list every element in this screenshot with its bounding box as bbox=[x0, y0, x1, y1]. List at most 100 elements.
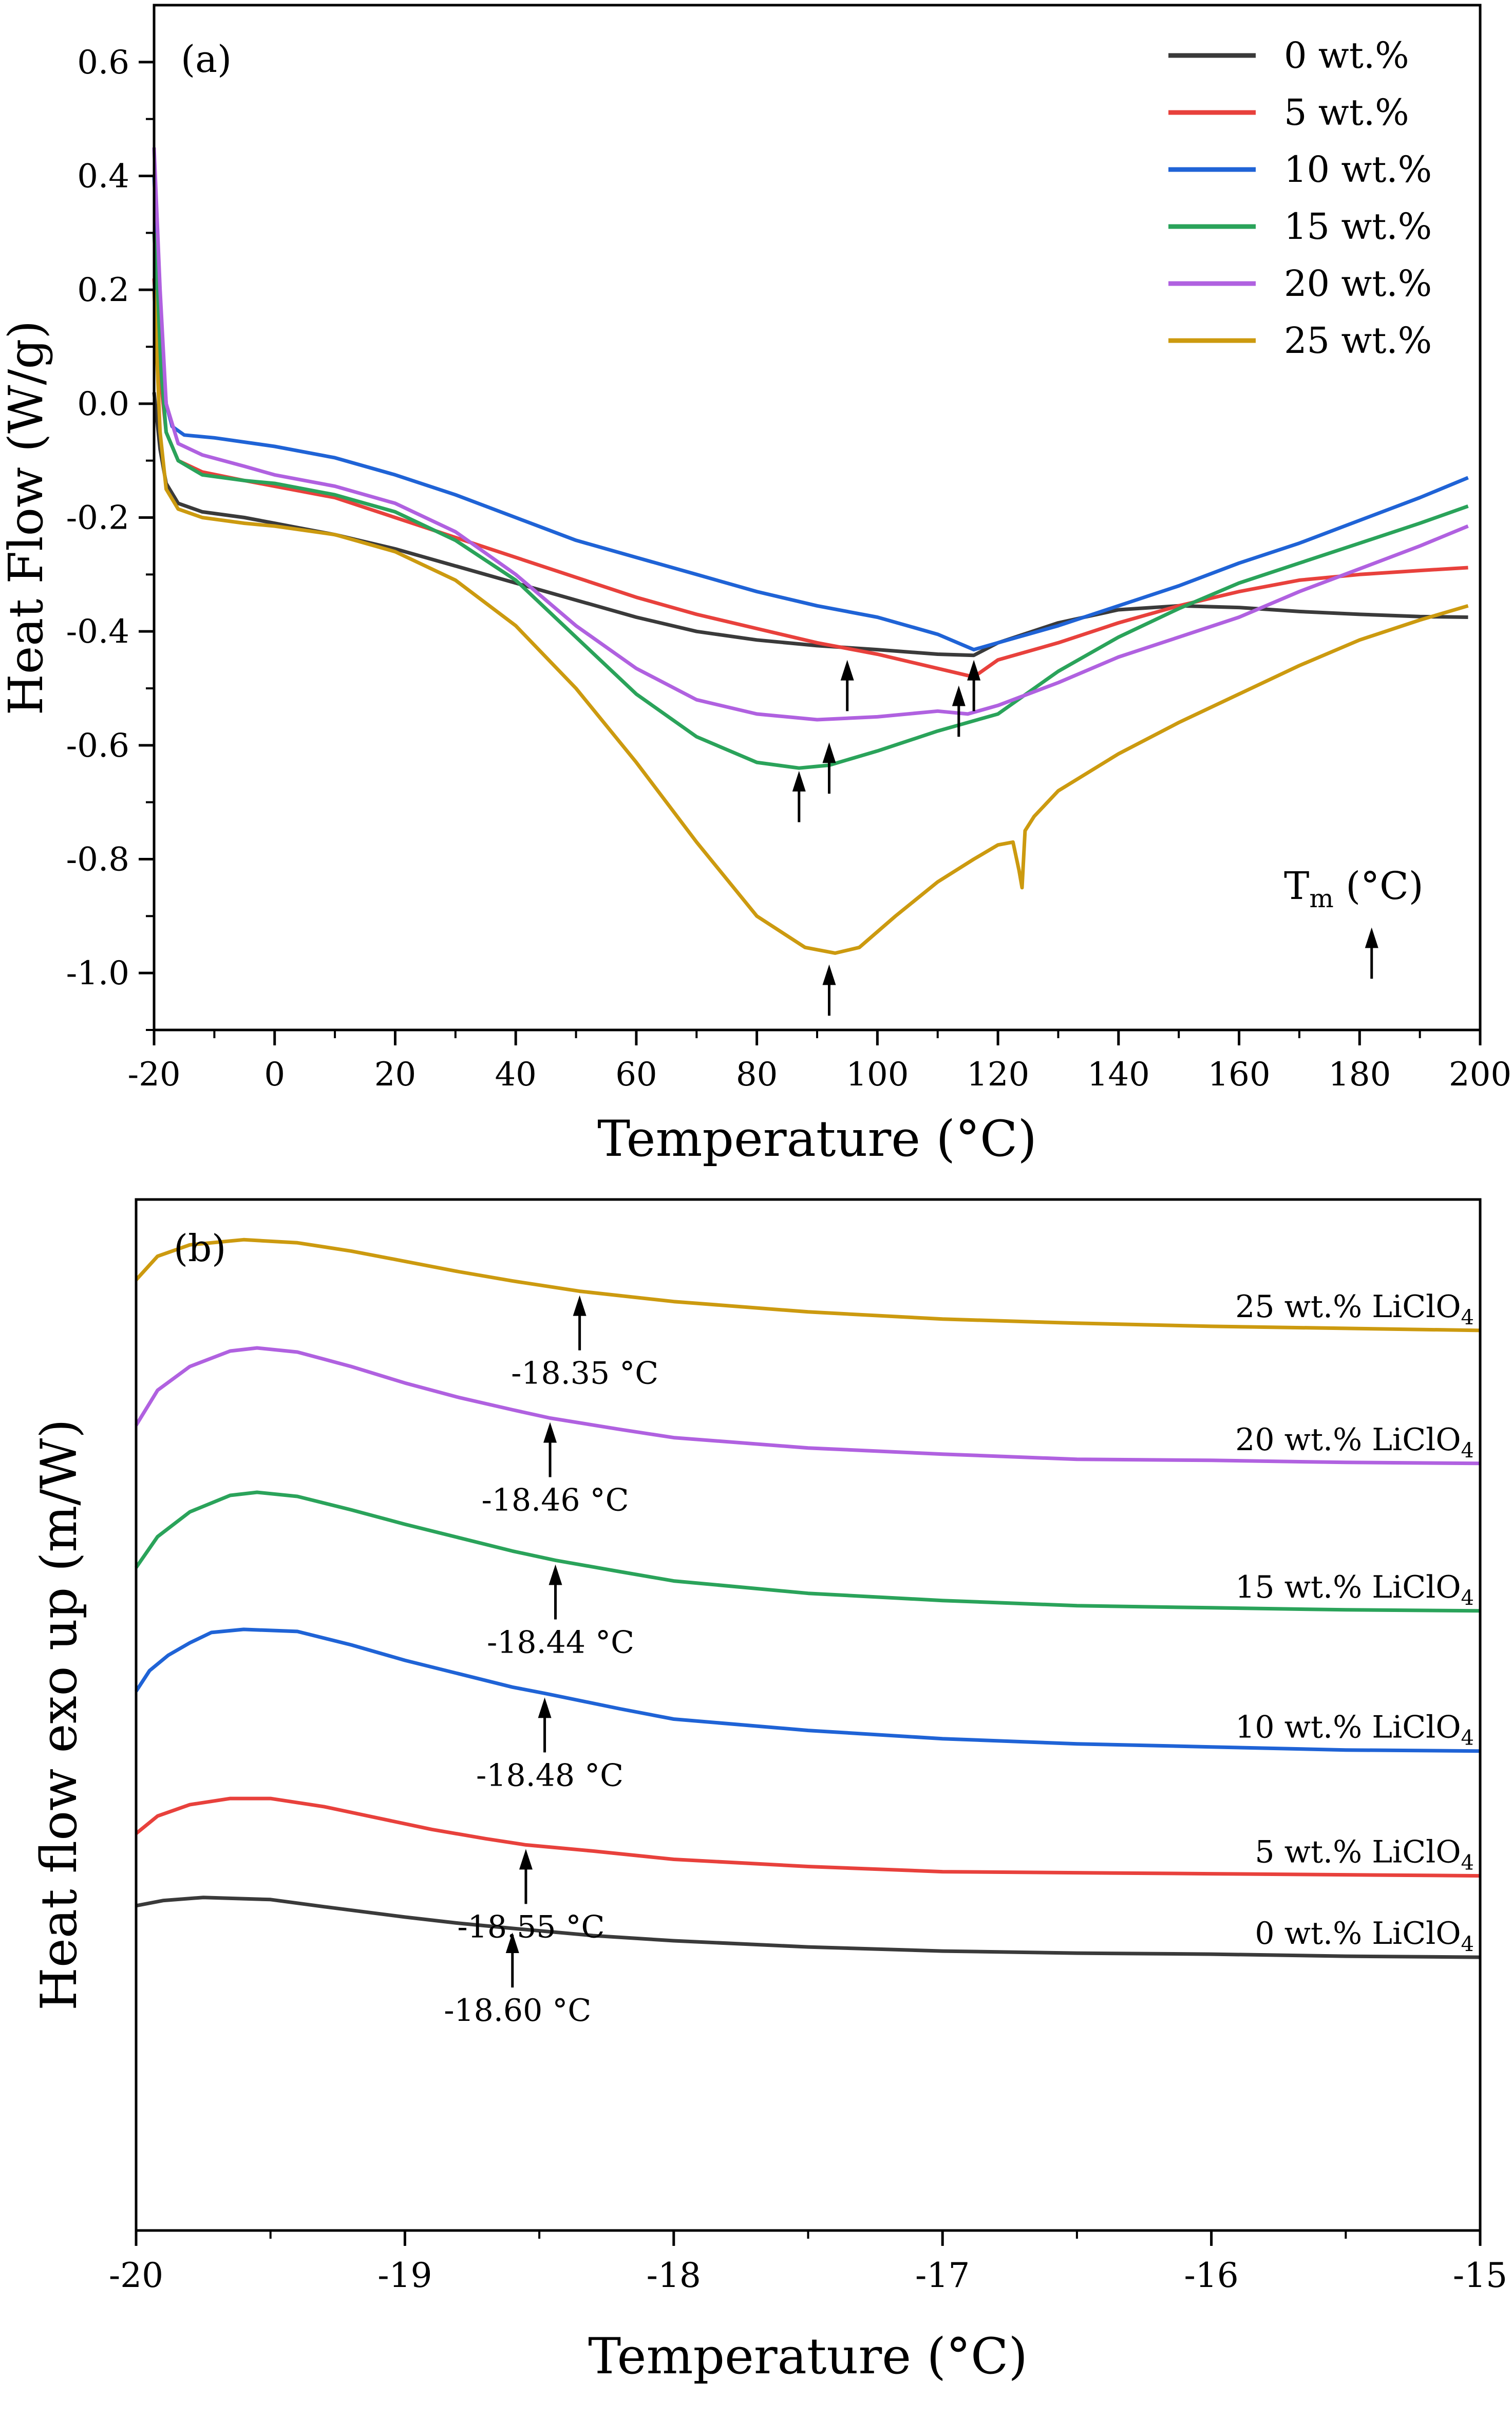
tm-annotation: Tm (°C) bbox=[1284, 864, 1424, 913]
panel-a-y-tick-label: 0.0 bbox=[77, 385, 129, 423]
panel-b-series-label-subscript: 4 bbox=[1461, 1727, 1474, 1750]
panel-b-series-line-5 bbox=[136, 1896, 1481, 1959]
panel-a-peak-arrow-5 bbox=[822, 964, 836, 1016]
panel-b-series-line-0 bbox=[135, 1237, 1481, 1333]
panel-a-y-axis-label: Heat Flow (W/g) bbox=[0, 321, 53, 716]
panel-b-x-tick-label: -20 bbox=[109, 2256, 163, 2295]
tm-annotation-subscript: m bbox=[1309, 884, 1333, 913]
panel-b-label: (b) bbox=[174, 1227, 226, 1270]
panel-b-series-label-subscript: 4 bbox=[1461, 1586, 1474, 1610]
panel-b-x-tick-label: -19 bbox=[377, 2256, 432, 2295]
panel-b-x-tick-label: -16 bbox=[1184, 2256, 1238, 2295]
panel-a-y-tick-label: -0.6 bbox=[66, 727, 129, 765]
panel-a-x-tick-label: 100 bbox=[846, 1056, 909, 1094]
panel-b-series-label-text: 15 wt.% LiClO bbox=[1235, 1569, 1461, 1605]
panel-b-series-label-text: 10 wt.% LiClO bbox=[1235, 1710, 1461, 1746]
panel-b-glass-transition-arrow bbox=[505, 1932, 519, 1987]
panel-a-legend-label: 20 wt.% bbox=[1284, 262, 1432, 305]
tm-arrow bbox=[1365, 927, 1378, 979]
panel-a-legend: 0 wt.% 5 wt.% 10 wt.% 15 wt.% 20 wt.% 25 wt.% bbox=[1168, 34, 1432, 362]
panel-b-x-tick-label: -17 bbox=[915, 2256, 970, 2295]
panel-a-x-tick-label: 160 bbox=[1207, 1056, 1270, 1094]
panel-a-x-tick-label: 60 bbox=[615, 1056, 657, 1094]
panel-b-series-line-1 bbox=[135, 1346, 1481, 1466]
panel-a-legend-entry: 25 wt.% bbox=[1168, 320, 1432, 362]
panel-b-series-label: 10 wt.% LiClO4 bbox=[1235, 1710, 1474, 1750]
panel-b-glass-transition-label: -18.48 °C bbox=[476, 1757, 623, 1793]
panel-a-peak-arrow-3 bbox=[792, 771, 806, 822]
panel-b-series-label-text: 20 wt.% LiClO bbox=[1235, 1422, 1461, 1458]
panel-b-series-label-text: 0 wt.% LiClO bbox=[1255, 1916, 1461, 1952]
panel-a-x-tick-label: 120 bbox=[967, 1056, 1029, 1094]
panel-b-series-label-subscript: 4 bbox=[1461, 1933, 1474, 1956]
panel-a-legend-entry: 15 wt.% bbox=[1168, 205, 1432, 248]
panel-b-temperature-annotations: 25 wt.% LiClO4-18.35 °C20 wt.% LiClO4-18… bbox=[444, 1289, 1474, 2029]
panel-a-legend-label: 0 wt.% bbox=[1284, 34, 1409, 77]
panel-b-series-label-subscript: 4 bbox=[1461, 1439, 1474, 1462]
panel-a-x-tick-label: 140 bbox=[1087, 1056, 1150, 1094]
panel-a-y-tick-label: 0.6 bbox=[77, 44, 129, 82]
panel-b-series-label-subscript: 4 bbox=[1461, 1306, 1474, 1329]
panel-a-y-tick-label: -0.2 bbox=[66, 499, 129, 537]
panel-a-legend-label: 25 wt.% bbox=[1284, 320, 1432, 362]
panel-a-series-line-5 bbox=[152, 290, 1469, 955]
panel-a-x-tick-label: 20 bbox=[374, 1056, 416, 1094]
panel-a-y-tick-label: -0.8 bbox=[66, 841, 129, 879]
panel-a-y-axis-ticks: -1.0 -0.8 -0.6 -0.4 -0.2 0.0 0.2 0.4 0.6 bbox=[66, 44, 154, 1031]
panel-a-x-axis-label: Temperature (°C) bbox=[597, 1110, 1037, 1168]
svg-text:Tm (°C): Tm (°C) bbox=[1284, 864, 1424, 913]
panel-b-glass-transition-label: -18.35 °C bbox=[511, 1356, 658, 1392]
panel-a-series-line-1 bbox=[152, 278, 1468, 679]
panel-a-x-tick-label: 80 bbox=[736, 1056, 778, 1094]
panel-a-peak-arrow-0 bbox=[840, 660, 854, 711]
panel-b-glass-transition-label: -18.44 °C bbox=[487, 1624, 634, 1660]
panel-b-glass-transition-arrow bbox=[573, 1295, 587, 1351]
panel-a-x-axis-ticks: -20 0 20 40 60 80 100 120 140 160 180 200 bbox=[127, 1030, 1511, 1094]
panel-b-series-lines bbox=[135, 1237, 1481, 1959]
panel-a-series-line-0 bbox=[152, 392, 1468, 658]
panel-b-glass-transition-label: -18.46 °C bbox=[482, 1482, 629, 1518]
panel-a-x-tick-label: 0 bbox=[264, 1056, 285, 1094]
panel-a-peak-arrow-1 bbox=[967, 660, 981, 711]
panel-a-heat-flow-chart: -20 0 20 40 60 80 100 120 140 160 180 200 -1.0-0.8-… bbox=[0, 4, 1511, 1168]
panel-a-peak-arrow-4 bbox=[822, 742, 836, 794]
panel-a-x-tick-label: 40 bbox=[495, 1056, 536, 1094]
tm-annotation-symbol: T bbox=[1284, 864, 1309, 908]
panel-b-glass-transition-label: -18.55 °C bbox=[457, 1909, 604, 1945]
tm-annotation-unit: (°C) bbox=[1334, 864, 1424, 908]
panel-a-series-line-4 bbox=[152, 147, 1469, 722]
panel-a-plot-frame bbox=[153, 4, 1482, 1032]
panel-a-x-tick-label: 180 bbox=[1328, 1056, 1391, 1094]
panel-a-peak-arrows bbox=[792, 660, 1378, 1016]
panel-b-x-tick-label: -18 bbox=[647, 2256, 701, 2295]
panel-b-series-label-text: 5 wt.% LiClO bbox=[1255, 1834, 1461, 1870]
panel-b-glass-transition-arrow bbox=[519, 1849, 533, 1904]
panel-b-x-axis-label: Temperature (°C) bbox=[588, 2328, 1028, 2385]
panel-a-peak-arrow-2 bbox=[952, 685, 966, 737]
panel-a-label: (a) bbox=[181, 37, 232, 81]
panel-a-series-line-3 bbox=[152, 233, 1469, 770]
panel-b-series-label: 25 wt.% LiClO4 bbox=[1235, 1289, 1474, 1329]
panel-b-series-label: 20 wt.% LiClO4 bbox=[1235, 1422, 1474, 1462]
panel-a-series-lines bbox=[152, 147, 1469, 955]
panel-b-x-axis-ticks: -20 -19 -18 -17 -16 -15 bbox=[109, 2230, 1507, 2295]
panel-b-glass-transition-arrow bbox=[543, 1422, 557, 1477]
panel-b-glass-transition-arrow bbox=[549, 1564, 562, 1620]
panel-b-series-label: 15 wt.% LiClO4 bbox=[1235, 1569, 1474, 1610]
panel-a-y-tick-label: 0.4 bbox=[77, 158, 129, 196]
panel-a-legend-label: 10 wt.% bbox=[1284, 148, 1432, 191]
panel-a-legend-label: 5 wt.% bbox=[1284, 91, 1409, 134]
panel-b-x-tick-label: -15 bbox=[1453, 2256, 1507, 2295]
panel-b-series-label: 0 wt.% LiClO4 bbox=[1255, 1916, 1474, 1956]
panel-a-y-tick-label: -0.4 bbox=[66, 613, 129, 651]
panel-a-series-line-2 bbox=[152, 176, 1469, 652]
panel-a-y-tick-label: -1.0 bbox=[66, 954, 129, 992]
panel-b-heat-flow-exo-chart: 25 wt.% LiClO4-18.35 °C20 wt.% LiClO4-18… bbox=[30, 1198, 1507, 2385]
panel-a-legend-label: 15 wt.% bbox=[1284, 205, 1432, 248]
panel-b-y-axis-label: Heat flow exo up (m/W) bbox=[30, 1419, 88, 2010]
panel-b-series-label-text: 25 wt.% LiClO bbox=[1235, 1289, 1461, 1325]
panel-a-legend-entry: 10 wt.% bbox=[1168, 148, 1432, 191]
panel-a-legend-entry: 0 wt.% bbox=[1168, 34, 1409, 77]
panel-a-x-tick-label: 200 bbox=[1449, 1056, 1511, 1094]
